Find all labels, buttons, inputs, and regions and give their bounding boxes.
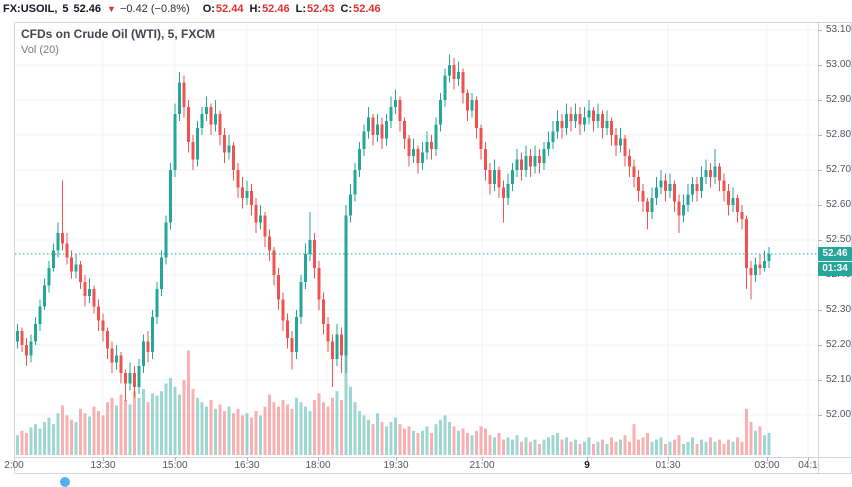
high-label: H:: [249, 3, 262, 15]
blue-dot-icon[interactable]: [60, 477, 70, 487]
last-price: 52.46: [73, 3, 102, 15]
open-label: O:: [202, 3, 215, 15]
price-axis[interactable]: 52.46 01:34 53.10 53.00 52.90 52.80 52.70 52.…: [818, 22, 852, 457]
time-axis-label: 16:30: [234, 460, 260, 471]
time-axis[interactable]: 2:00 13:30 15:00 16:30 18:00 19:30 21:00 9 01:30…: [0, 459, 852, 473]
chart-legend: CFDs on Crude Oil (WTI), 5, FXCM Vol (20…: [21, 27, 215, 56]
close-label: C:: [340, 3, 353, 15]
price-axis-label: 52.80: [826, 129, 852, 140]
time-axis-label: 21:00: [469, 460, 495, 471]
low-value: 52.43: [306, 3, 335, 15]
price-axis-label: 52.00: [826, 409, 852, 420]
volume-series: [16, 345, 771, 455]
legend-volume-indicator[interactable]: Vol (20): [21, 44, 59, 56]
price-axis-label: 52.70: [826, 164, 852, 175]
time-axis-label: 9: [584, 460, 590, 471]
price-axis-label: 52.60: [826, 199, 852, 210]
time-axis-label: 19:30: [383, 460, 409, 471]
interval-label: 5: [62, 3, 69, 15]
price-axis-label: 52.30: [826, 304, 852, 315]
time-axis-label: 18:00: [305, 460, 331, 471]
open-value: 52.44: [215, 3, 244, 15]
price-axis-label: 53.10: [826, 24, 852, 35]
current-price-badge: 52.46: [818, 247, 852, 261]
chart-grid: [15, 23, 817, 456]
low-label: L:: [295, 3, 306, 15]
symbol-name[interactable]: FX:USOIL,: [3, 3, 58, 15]
price-axis-label: 53.00: [826, 59, 852, 70]
close-value: 52.46: [353, 3, 381, 15]
time-axis-label: 04:1: [798, 460, 818, 471]
time-axis-label: 13:30: [90, 460, 116, 471]
time-axis-label: 01:30: [655, 460, 681, 471]
candlestick-series: [16, 54, 771, 401]
time-axis-label: 15:00: [162, 460, 188, 471]
symbol-info-bar[interactable]: FX:USOIL, 5 52.46 ▼ −0.42 (−0.8%) O: 52.…: [3, 2, 381, 16]
price-change: −0.42 (−0.8%): [119, 3, 190, 15]
price-axis-label: 52.20: [826, 339, 852, 350]
time-axis-label: 03:00: [754, 460, 780, 471]
down-triangle-icon: ▼: [107, 4, 116, 14]
countdown-badge: 01:34: [818, 262, 852, 276]
price-axis-label: 52.50: [826, 234, 852, 245]
time-axis-label: 2:00: [4, 460, 24, 471]
legend-symbol-title[interactable]: CFDs on Crude Oil (WTI), 5, FXCM: [21, 27, 215, 41]
high-value: 52.46: [262, 3, 290, 15]
price-axis-label: 52.90: [826, 94, 852, 105]
price-axis-label: 52.10: [826, 374, 852, 385]
